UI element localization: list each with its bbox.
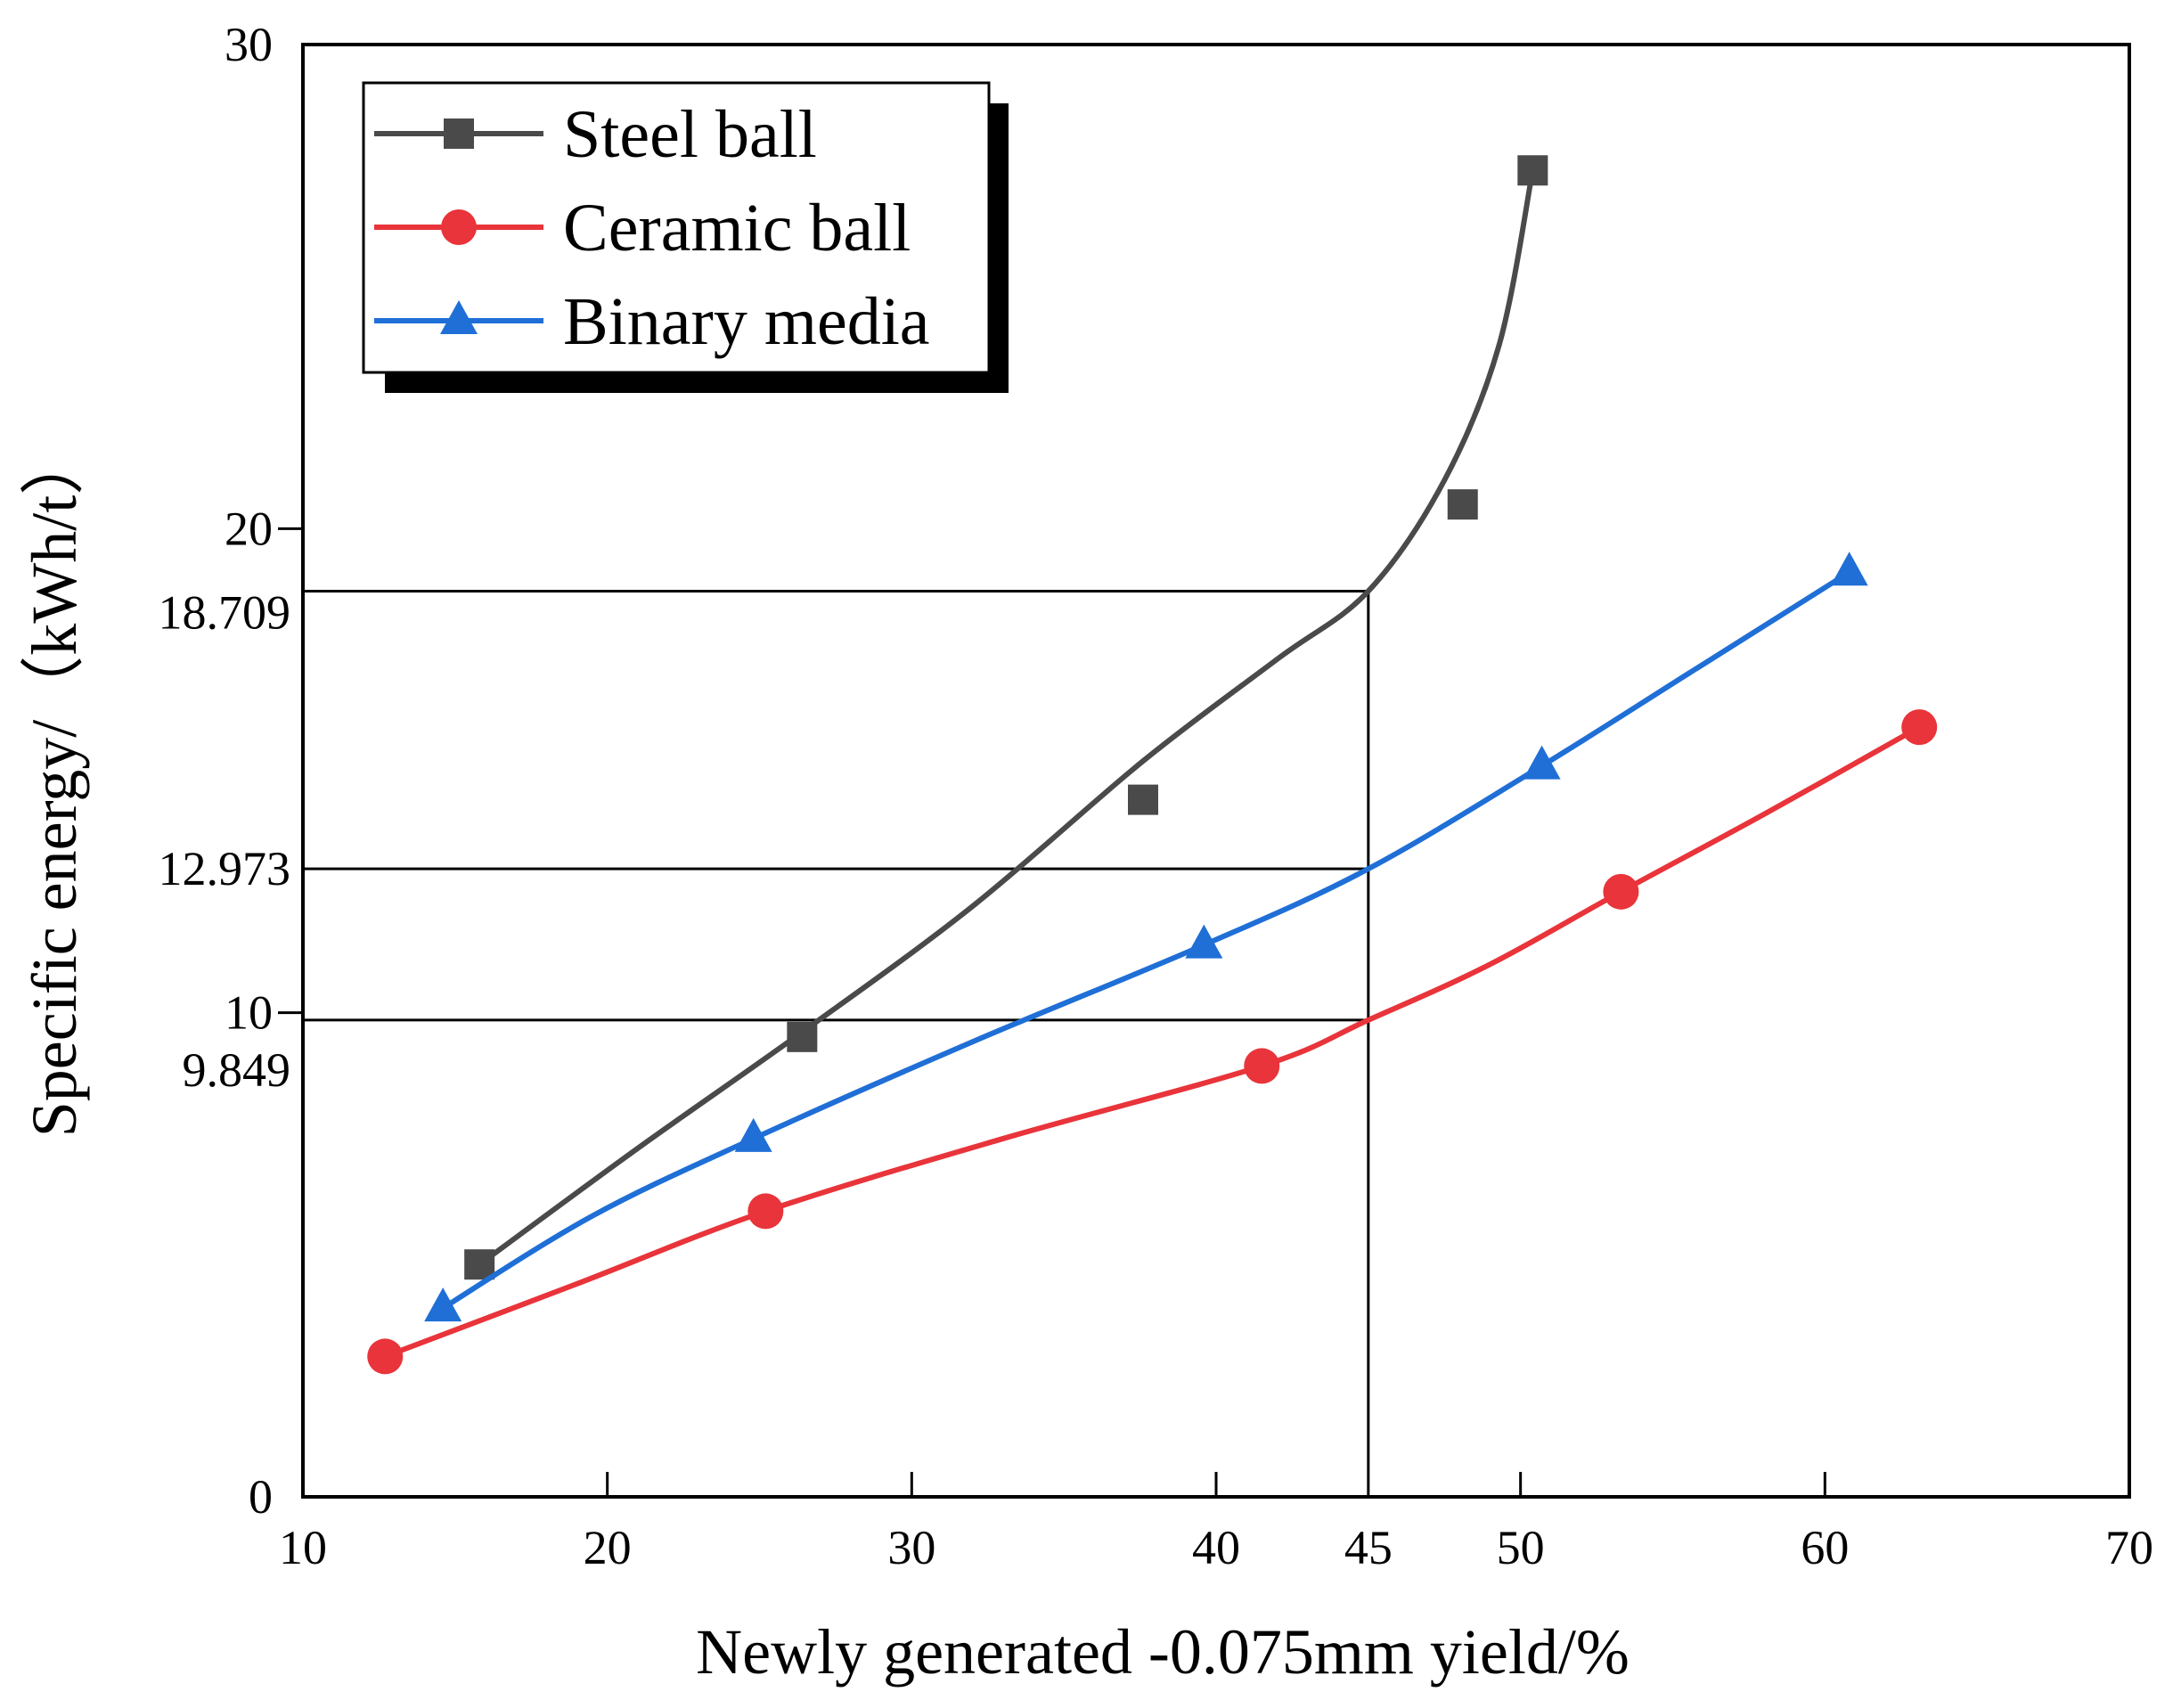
x-tick-label-40: 40 bbox=[1192, 1521, 1240, 1574]
data-point-steel-ball-1 bbox=[787, 1021, 818, 1052]
series-line-binary-media bbox=[441, 569, 1851, 1311]
legend-label-ceramic-ball: Ceramic ball bbox=[563, 191, 911, 266]
series-line-steel-ball bbox=[478, 169, 1536, 1267]
series-layer bbox=[367, 155, 1938, 1375]
data-point-binary-media-2 bbox=[1185, 924, 1223, 959]
data-point-steel-ball-2 bbox=[1128, 784, 1158, 815]
legend-item-binary-media: Binary media bbox=[374, 284, 930, 359]
x-axis: 10 20 30 40 45 50 60 70 bbox=[279, 1472, 2153, 1574]
legend-swatch-marker-steel-ball bbox=[444, 118, 474, 149]
data-point-steel-ball-3 bbox=[1447, 489, 1478, 520]
y-tick-label-20: 20 bbox=[225, 502, 273, 555]
x-tick-label-45: 45 bbox=[1344, 1521, 1393, 1574]
data-point-steel-ball-0 bbox=[464, 1249, 495, 1280]
data-point-binary-media-0 bbox=[424, 1287, 462, 1322]
legend-label-steel-ball: Steel ball bbox=[563, 97, 817, 172]
x-tick-label-50: 50 bbox=[1497, 1521, 1545, 1574]
ref-label-1: 12.973 bbox=[159, 842, 291, 895]
x-tick-label-10: 10 bbox=[279, 1521, 327, 1574]
y-tick-label-10: 10 bbox=[225, 986, 273, 1040]
ref-label-0: 18.709 bbox=[159, 585, 291, 639]
data-point-ceramic-ball-4 bbox=[1901, 709, 1938, 746]
x-tick-label-20: 20 bbox=[584, 1521, 632, 1574]
legend-swatch-marker-binary-media bbox=[440, 300, 478, 334]
data-point-binary-media-3 bbox=[1523, 745, 1561, 780]
x-tick-label-30: 30 bbox=[887, 1521, 935, 1574]
data-point-binary-media-4 bbox=[1830, 552, 1868, 586]
y-axis-title: Specific energy/（kWh/t） bbox=[19, 431, 90, 1137]
legend: Steel ball Ceramic ball Binary media bbox=[362, 81, 1009, 393]
data-point-steel-ball-4 bbox=[1517, 155, 1548, 186]
legend-item-steel-ball: Steel ball bbox=[374, 97, 817, 172]
x-tick-label-60: 60 bbox=[1801, 1521, 1849, 1574]
legend-swatch-marker-ceramic-ball bbox=[441, 209, 477, 245]
y-tick-label-30: 30 bbox=[225, 18, 273, 71]
series-line-ceramic-ball bbox=[384, 724, 1921, 1360]
legend-item-ceramic-ball: Ceramic ball bbox=[374, 191, 911, 266]
data-point-ceramic-ball-0 bbox=[367, 1338, 404, 1375]
series-ceramic-ball bbox=[367, 709, 1938, 1375]
series-steel-ball bbox=[464, 155, 1548, 1280]
data-point-ceramic-ball-3 bbox=[1603, 873, 1639, 910]
y-tick-label-0: 0 bbox=[249, 1470, 273, 1524]
reference-lines: 18.709 12.973 9.849 bbox=[159, 585, 1370, 1497]
series-binary-media bbox=[424, 552, 1868, 1322]
legend-label-binary-media: Binary media bbox=[563, 284, 930, 359]
x-tick-label-70: 70 bbox=[2105, 1521, 2153, 1574]
data-point-binary-media-1 bbox=[734, 1117, 772, 1152]
ref-label-2: 9.849 bbox=[183, 1043, 291, 1097]
x-axis-title: Newly generated -0.075mm yield/% bbox=[696, 1616, 1630, 1688]
y-axis: 0 10 20 30 bbox=[225, 18, 303, 1524]
data-point-ceramic-ball-2 bbox=[1244, 1048, 1280, 1084]
data-point-ceramic-ball-1 bbox=[747, 1193, 784, 1230]
